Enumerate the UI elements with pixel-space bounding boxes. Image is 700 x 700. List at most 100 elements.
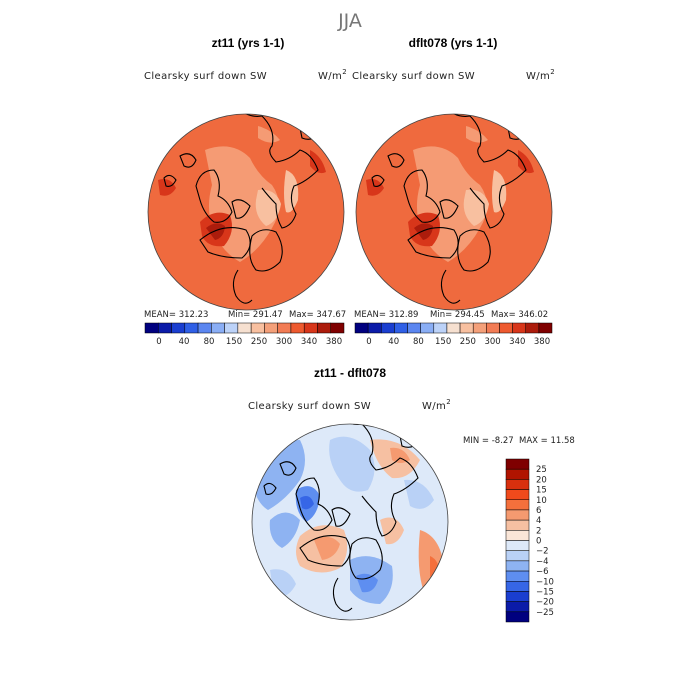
colorbar-tick-label: −25 xyxy=(536,608,554,618)
panel-left-map-border xyxy=(147,113,345,311)
panel-right-colorbar: 0 40 80 150 250 300 340 380 xyxy=(354,322,553,347)
coastline xyxy=(387,153,405,168)
panel-right-title: dflt078 (yrs 1-1) xyxy=(409,36,498,50)
colorbar-swatch xyxy=(505,570,530,582)
coastline xyxy=(440,269,461,304)
colorbar-swatch xyxy=(505,468,530,480)
panel-difference-min: MIN = -8.27 xyxy=(463,436,514,446)
coastline xyxy=(163,174,177,187)
colorbar-tick-label: 0 xyxy=(366,337,371,347)
colorbar-tick-label: 380 xyxy=(326,337,342,347)
colorbar-swatch xyxy=(237,322,252,334)
panel-right-max: Max= 346.02 xyxy=(491,310,548,320)
colorbar-swatch xyxy=(459,322,474,334)
colorbar-tick-label: 2 xyxy=(536,526,541,536)
coastline xyxy=(331,507,351,527)
colorbar-swatch xyxy=(505,601,530,613)
colorbar-swatch xyxy=(197,322,212,334)
coastline xyxy=(249,229,283,272)
colorbar-swatch xyxy=(499,322,513,334)
colorbar-tick-label: 380 xyxy=(534,337,550,347)
panel-right-variable: Clearsky surf down SW xyxy=(352,71,475,82)
panel-difference-units: W/m2 xyxy=(422,398,451,412)
colorbar-tick-label: 300 xyxy=(276,337,292,347)
coastline xyxy=(403,169,441,223)
colorbar-swatch xyxy=(420,322,435,334)
coastline xyxy=(239,114,319,229)
panel-difference-max: MAX = 11.58 xyxy=(519,436,575,446)
colorbar-tick-label: 0 xyxy=(536,537,541,547)
coastline xyxy=(195,169,233,223)
coastline xyxy=(339,424,419,537)
colorbar-tick-label: 340 xyxy=(301,337,317,347)
colorbar-swatch xyxy=(512,322,526,334)
panel-right-map-border xyxy=(355,113,553,311)
colorbar-swatch xyxy=(505,458,530,470)
coastline xyxy=(295,477,333,531)
colorbar-swatch xyxy=(381,322,395,334)
colorbar-swatch xyxy=(184,322,199,334)
coastline xyxy=(279,461,297,476)
colorbar-swatch xyxy=(505,499,530,511)
colorbar-tick-label: 340 xyxy=(509,337,525,347)
colorbar-swatch xyxy=(303,322,318,334)
colorbar-swatch xyxy=(367,322,382,334)
panel-left-min: Min= 291.47 xyxy=(228,310,283,320)
colorbar-tick-label: 25 xyxy=(536,465,547,475)
colorbar-swatch xyxy=(505,560,530,572)
colorbar-swatch xyxy=(505,611,530,623)
colorbar-swatch xyxy=(224,322,239,334)
colorbar-swatch xyxy=(505,519,530,531)
colorbar-swatch xyxy=(505,479,530,490)
colorbar-tick-label: −20 xyxy=(536,598,554,608)
colorbar-swatch xyxy=(171,322,186,334)
colorbar-swatch xyxy=(407,322,421,334)
panel-difference-map xyxy=(252,424,448,620)
coastline xyxy=(457,229,491,272)
colorbar-swatch xyxy=(505,550,530,562)
coastline xyxy=(263,482,277,495)
colorbar-swatch xyxy=(158,322,172,334)
colorbar-tick-label: −4 xyxy=(536,557,549,567)
panel-left: zt11 (yrs 1-1) Clearsky surf down SW W/m… xyxy=(144,36,347,347)
colorbar-swatch xyxy=(250,322,265,334)
colorbar-swatch xyxy=(505,509,530,521)
colorbar-tick-label: 40 xyxy=(179,337,190,347)
colorbar-swatch xyxy=(505,591,530,602)
panel-difference-map-border xyxy=(251,423,449,621)
colorbar-tick-label: 300 xyxy=(484,337,500,347)
panel-left-mean: MEAN= 312.23 xyxy=(144,310,208,320)
colorbar-tick-label: −2 xyxy=(536,547,549,557)
panel-right: dflt078 (yrs 1-1) Clearsky surf down SW … xyxy=(352,36,555,347)
colorbar-tick-label: 150 xyxy=(435,337,451,347)
colorbar-swatch xyxy=(277,322,292,334)
colorbar-swatch xyxy=(433,322,448,334)
colorbar-swatch xyxy=(317,322,331,334)
colorbar-tick-label: 150 xyxy=(226,337,242,347)
colorbar-swatch xyxy=(354,322,369,334)
panel-difference-variable: Clearsky surf down SW xyxy=(248,401,371,412)
colorbar-swatch xyxy=(290,322,305,334)
colorbar-swatch xyxy=(505,581,530,592)
coastline xyxy=(371,174,385,187)
colorbar-swatch xyxy=(538,322,553,334)
colorbar-tick-label: 80 xyxy=(413,337,424,347)
colorbar-swatch xyxy=(505,489,530,500)
colorbar-swatch xyxy=(394,322,408,334)
panel-left-colorbar: 0 40 80 150 250 300 340 380 xyxy=(144,322,345,347)
coastline xyxy=(232,269,253,304)
colorbar-tick-label: −10 xyxy=(536,577,554,587)
colorbar-tick-label: 10 xyxy=(536,496,547,506)
colorbar-swatch xyxy=(264,322,278,334)
coastline xyxy=(332,577,353,612)
panel-difference: zt11 - dflt078 Clearsky surf down SW W/m… xyxy=(248,366,575,623)
coastline xyxy=(447,114,527,229)
colorbar-tick-label: 15 xyxy=(536,486,547,496)
colorbar-tick-label: 4 xyxy=(536,516,541,526)
colorbar-swatch xyxy=(144,322,159,334)
colorbar-swatch xyxy=(472,322,487,334)
colorbar-swatch xyxy=(486,322,500,334)
colorbar-tick-label: 250 xyxy=(251,337,267,347)
